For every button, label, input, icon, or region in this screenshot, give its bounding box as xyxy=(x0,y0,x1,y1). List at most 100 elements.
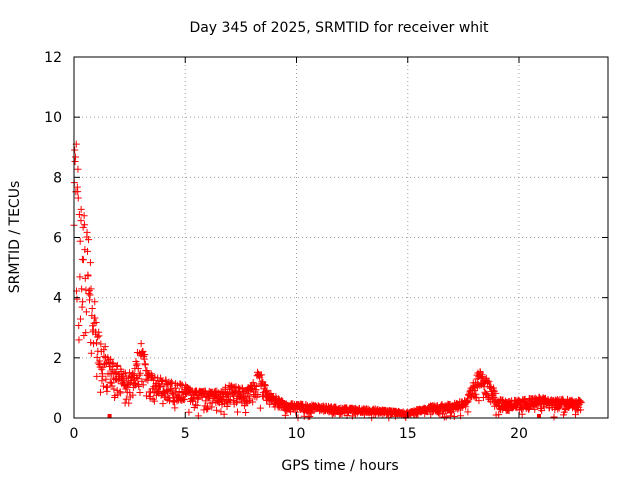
data-point xyxy=(125,380,133,388)
data-point xyxy=(133,360,141,368)
data-point xyxy=(102,375,110,383)
data-point xyxy=(489,384,497,392)
data-point xyxy=(79,256,87,264)
data-point xyxy=(116,389,124,397)
data-point xyxy=(82,308,90,316)
data-point xyxy=(292,408,300,416)
data-point xyxy=(194,395,202,403)
y-tick-label: 4 xyxy=(53,291,62,307)
data-point xyxy=(180,396,188,404)
data-point xyxy=(82,329,90,337)
data-point xyxy=(86,291,94,299)
data-point xyxy=(577,406,585,414)
x-tick-label: 0 xyxy=(70,426,79,442)
data-point xyxy=(151,373,159,381)
data-point xyxy=(464,398,472,406)
data-point xyxy=(96,357,104,365)
data-point xyxy=(148,371,156,379)
data-point xyxy=(242,408,250,416)
data-point xyxy=(139,347,147,355)
data-point xyxy=(142,375,150,383)
data-point xyxy=(81,221,89,229)
data-point xyxy=(120,370,128,378)
data-point xyxy=(100,352,108,360)
data-point xyxy=(74,188,82,196)
y-tick-label: 0 xyxy=(53,411,62,427)
data-point xyxy=(249,379,257,387)
data-point xyxy=(76,273,84,281)
data-point xyxy=(85,287,93,295)
data-point xyxy=(189,397,197,405)
x-axis-label: GPS time / hours xyxy=(281,458,398,474)
data-point xyxy=(110,374,118,382)
data-point xyxy=(122,395,130,403)
data-point xyxy=(442,413,450,421)
data-point xyxy=(93,339,101,347)
data-point xyxy=(85,296,93,304)
data-point xyxy=(479,373,487,381)
data-point xyxy=(159,400,167,408)
data-point xyxy=(77,217,85,225)
data-point xyxy=(531,405,539,413)
data-point xyxy=(249,398,257,406)
data-point xyxy=(94,333,102,341)
data-point xyxy=(84,272,92,280)
data-point xyxy=(110,385,118,393)
data-point xyxy=(106,378,114,386)
x-tick-label: 5 xyxy=(181,426,190,442)
data-point xyxy=(571,411,579,419)
data-point xyxy=(463,396,471,404)
grid-lines xyxy=(74,57,608,418)
data-point xyxy=(263,386,271,394)
data-point xyxy=(109,359,117,367)
data-point xyxy=(78,303,86,311)
data-point xyxy=(134,365,142,373)
data-point xyxy=(233,397,241,405)
y-axis: 0 2 4 6 8 10 12 xyxy=(44,50,608,427)
data-point xyxy=(74,194,82,202)
data-point xyxy=(91,314,99,322)
data-point xyxy=(78,285,86,293)
data-point xyxy=(95,332,103,340)
y-tick-label: 12 xyxy=(44,50,62,66)
data-point xyxy=(495,411,503,419)
data-point xyxy=(96,388,104,396)
data-point xyxy=(252,383,260,391)
data-point xyxy=(107,355,115,363)
data-points xyxy=(70,140,585,422)
data-point xyxy=(101,360,109,368)
data-point xyxy=(141,351,149,359)
data-point xyxy=(88,304,96,312)
data-point xyxy=(139,381,147,389)
data-point xyxy=(178,381,186,389)
data-point xyxy=(75,336,83,344)
data-point xyxy=(538,407,546,415)
data-point xyxy=(101,343,109,351)
data-point xyxy=(77,205,85,213)
data-point xyxy=(92,319,100,327)
data-point xyxy=(129,370,137,378)
data-point xyxy=(472,390,480,398)
data-point xyxy=(213,406,221,414)
data-point xyxy=(150,397,158,405)
x-tick-label: 15 xyxy=(399,426,417,442)
data-point xyxy=(537,414,542,418)
data-point xyxy=(100,346,108,354)
data-point xyxy=(130,375,138,383)
data-point xyxy=(86,259,94,267)
y-axis-label: SRMTID / TECUs xyxy=(7,181,23,294)
data-point xyxy=(73,295,81,303)
x-tick-label: 20 xyxy=(510,426,528,442)
data-point xyxy=(138,377,146,385)
data-point xyxy=(220,410,228,418)
data-point xyxy=(471,387,479,395)
data-point xyxy=(146,394,154,402)
data-point xyxy=(254,391,262,399)
data-point xyxy=(490,394,498,402)
data-point xyxy=(129,391,137,399)
data-point xyxy=(107,414,112,418)
data-point xyxy=(90,340,98,348)
data-point xyxy=(76,237,84,245)
data-point xyxy=(256,404,264,412)
